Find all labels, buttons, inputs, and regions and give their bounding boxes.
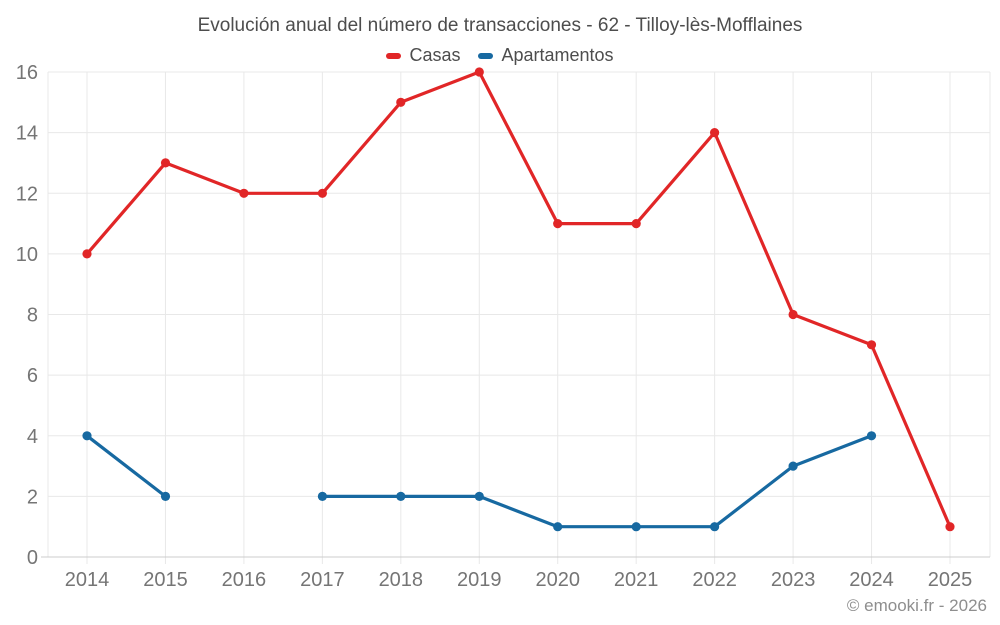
data-point-apartamentos-2019[interactable]	[474, 491, 484, 501]
legend: Casas Apartamentos	[0, 45, 1000, 66]
y-tick-label-6: 6	[27, 365, 38, 387]
x-tick-label-2020: 2020	[535, 569, 580, 591]
series-line-apartamentos	[85, 434, 874, 529]
x-tick-label-2017: 2017	[300, 569, 345, 591]
data-point-casas-2021[interactable]	[631, 219, 641, 229]
y-tick-label-8: 8	[27, 305, 38, 327]
chart-title: Evolución anual del número de transaccio…	[197, 15, 803, 36]
data-point-apartamentos-2023[interactable]	[788, 461, 798, 471]
x-tick-label-2019: 2019	[457, 569, 502, 591]
data-point-apartamentos-2017[interactable]	[317, 491, 327, 501]
y-tick-label-0: 0	[27, 547, 38, 569]
data-point-apartamentos-2022[interactable]	[710, 522, 720, 532]
x-tick-label-2016: 2016	[222, 569, 267, 591]
legend-swatch-apartamentos	[478, 52, 494, 59]
data-point-apartamentos-2020[interactable]	[553, 522, 563, 532]
x-tick-label-2021: 2021	[614, 569, 659, 591]
legend-label-apartamentos: Apartamentos	[501, 45, 614, 65]
data-point-casas-2015[interactable]	[160, 158, 171, 168]
legend-label-casas: Casas	[409, 45, 461, 65]
x-tick-label-2018: 2018	[379, 569, 424, 591]
data-point-casas-2023[interactable]	[788, 309, 798, 320]
data-point-apartamentos-2018[interactable]	[396, 491, 406, 501]
legend-item-casas[interactable]: Casas	[386, 45, 460, 66]
legend-swatch-casas	[386, 52, 402, 59]
data-point-apartamentos-2021[interactable]	[631, 522, 641, 532]
data-point-casas-2019[interactable]	[474, 67, 484, 77]
data-point-apartamentos-2014[interactable]	[82, 431, 92, 441]
data-point-casas-2018[interactable]	[396, 97, 406, 107]
y-tick-label-4: 4	[27, 426, 38, 448]
data-point-casas-2024[interactable]	[866, 340, 877, 350]
copyright-credit: © emooki.fr - 2026	[846, 596, 987, 615]
y-tick-label-16: 16	[16, 62, 38, 84]
x-tick-label-2023: 2023	[771, 569, 816, 591]
y-tick-label-10: 10	[16, 244, 38, 266]
series-line-casas	[85, 70, 952, 529]
y-tick-label-12: 12	[16, 183, 38, 205]
data-point-casas-2025[interactable]	[945, 522, 955, 532]
x-tick-label-2024: 2024	[849, 569, 894, 591]
data-point-casas-2022[interactable]	[710, 128, 720, 138]
x-tick-label-2014: 2014	[65, 569, 110, 591]
x-tick-label-2015: 2015	[143, 569, 188, 591]
legend-item-apartamentos[interactable]: Apartamentos	[478, 45, 614, 66]
data-point-casas-2014[interactable]	[82, 249, 92, 259]
data-point-casas-2020[interactable]	[553, 219, 563, 229]
x-tick-label-2022: 2022	[692, 569, 737, 591]
y-tick-label-2: 2	[27, 486, 38, 508]
x-tick-label-2025: 2025	[928, 569, 973, 591]
data-point-apartamentos-2015[interactable]	[160, 491, 171, 501]
data-point-casas-2017[interactable]	[317, 188, 327, 198]
y-tick-label-14: 14	[16, 123, 38, 145]
data-point-casas-2016[interactable]	[239, 188, 249, 198]
data-point-apartamentos-2024[interactable]	[866, 431, 877, 441]
